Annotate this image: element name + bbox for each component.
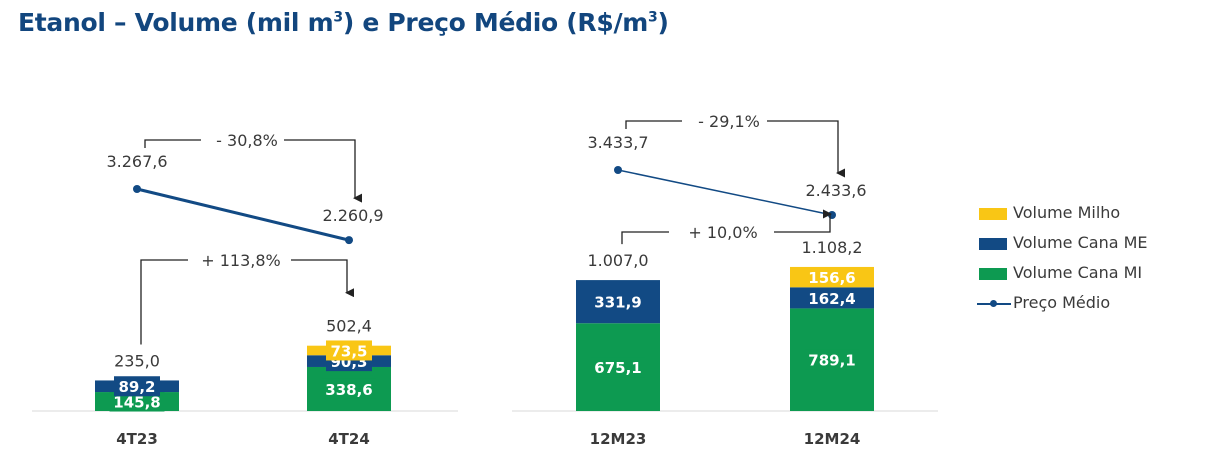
- panel1-price-label-4t24: 2.260,9: [322, 206, 383, 225]
- panel2-price-label-12m24: 2.433,6: [805, 181, 866, 200]
- legend-label-preco: Preço Médio: [1013, 293, 1111, 312]
- panel2-price-point-12m24: [828, 211, 836, 220]
- panel2-data-label-12m24-volume-cana-mi: 789,1: [808, 352, 855, 370]
- panel1-volume-bracket-arrow: [291, 259, 354, 298]
- legend-label-cana-mi: Volume Cana MI: [1013, 263, 1143, 282]
- panel2-data-label-12m24-volume-cana-me: 162,4: [808, 290, 855, 308]
- title-superscript-2: 3: [648, 9, 658, 26]
- panel1-data-label-4t24-volume-cana-mi: 338,6: [325, 381, 372, 399]
- page-title: Etanol – Volume (mil m3) e Preço Médio (…: [18, 8, 669, 37]
- panel1-data-label-4t23-volume-cana-mi: 145,8: [113, 394, 160, 412]
- panel1-price-point-4t24: [345, 236, 353, 245]
- panel1-price-bracket-arrow: [284, 139, 362, 203]
- panel2-data-label-12m24-volume-milho: 156,6: [808, 269, 855, 287]
- panel2-label-bg-12m24-volume-milho: [804, 267, 860, 288]
- legend-label-cana-me: Volume Cana ME: [1013, 233, 1148, 252]
- panel1-total-label-4t23: 235,0: [114, 351, 160, 370]
- panel2-label-bg-12m24-volume-cana-mi: [804, 349, 860, 370]
- panel1-price-line: [136, 187, 350, 242]
- panel2-price-point-12m23: [614, 166, 622, 174]
- panel1-data-label-4t24-volume-milho: 73,5: [330, 342, 367, 360]
- panel2-category-label-12m24: 12M24: [804, 430, 861, 448]
- legend-swatch-cana-me: [979, 238, 1007, 250]
- panel2-price-label-12m23: 3.433,7: [587, 133, 648, 152]
- legend-label-milho: Volume Milho: [1013, 203, 1121, 222]
- panel2-price-change-label: - 29,1%: [698, 112, 760, 131]
- panel2-total-label-12m24: 1.108,2: [801, 238, 862, 257]
- panel1-data-label-4t23-volume-cana-me: 89,2: [118, 378, 155, 396]
- panel1-price-change-label: - 30,8%: [216, 131, 278, 150]
- title-text-3: ): [657, 8, 669, 37]
- panel1-label-bg-4t23-volume-cana-mi: [109, 391, 165, 412]
- panel1-label-bg-4t23-volume-cana-me: [114, 376, 160, 397]
- legend-swatch-cana-mi: [979, 268, 1007, 280]
- panel2-total-label-12m23: 1.007,0: [587, 251, 648, 270]
- panel1-category-label-4t23: 4T23: [116, 430, 158, 448]
- legend-dot-preco: [990, 300, 997, 307]
- panel2-label-bg-12m23-volume-cana-mi: [590, 357, 646, 378]
- panel1-label-bg-4t24-volume-cana-mi: [321, 378, 377, 399]
- panel1-price-point-4t23: [133, 185, 141, 193]
- panel2-label-bg-12m24-volume-cana-me: [804, 287, 860, 308]
- panel2-data-label-12m23-volume-cana-me: 331,9: [594, 294, 641, 312]
- panel2-label-bg-12m23-volume-cana-me: [590, 291, 646, 312]
- panel1-price-bracket-left: [144, 139, 201, 148]
- panel2-price-bracket-arrow: [767, 120, 845, 178]
- panel2-data-label-12m23-volume-cana-mi: 675,1: [594, 359, 641, 377]
- panel2-category-label-12m23: 12M23: [590, 430, 647, 448]
- legend-swatch-milho: [979, 208, 1007, 220]
- panel1-total-label-4t24: 502,4: [326, 317, 372, 336]
- panel2-volume-bracket-arrow: [774, 209, 832, 233]
- panel2-volume-change-label: + 10,0%: [688, 223, 757, 242]
- panel1-category-label-4t24: 4T24: [328, 430, 370, 448]
- panel2-volume-bracket-left: [621, 231, 669, 245]
- title-superscript-1: 3: [333, 9, 343, 26]
- panel1-price-label-4t23: 3.267,6: [106, 152, 167, 171]
- panel2-price-line: [617, 169, 833, 216]
- panel1-volume-bracket-left: [140, 259, 188, 345]
- panel1-label-bg-4t24-volume-milho: [326, 340, 372, 361]
- title-text-1: Etanol – Volume (mil m: [18, 8, 334, 37]
- panel1-volume-change-label: + 113,8%: [201, 251, 281, 270]
- panel2-price-bracket-left: [625, 120, 682, 129]
- title-text-2: ) e Preço Médio (R$/m: [342, 8, 649, 37]
